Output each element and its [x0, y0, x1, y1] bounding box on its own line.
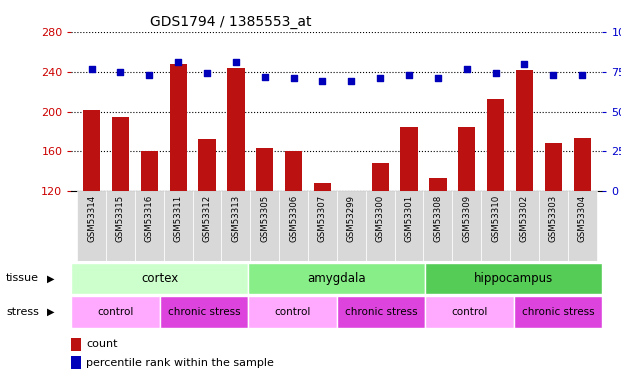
- Text: GSM53314: GSM53314: [87, 195, 96, 242]
- Bar: [71, 262, 248, 294]
- Text: GSM53302: GSM53302: [520, 195, 529, 242]
- Point: [231, 59, 241, 65]
- Bar: [487, 99, 504, 191]
- Bar: [106, 191, 135, 261]
- Point: [462, 66, 472, 72]
- Point: [433, 75, 443, 81]
- Bar: [401, 126, 418, 191]
- Point: [404, 72, 414, 78]
- Text: GSM53316: GSM53316: [145, 195, 154, 242]
- Bar: [222, 191, 250, 261]
- Bar: [314, 183, 331, 191]
- Bar: [452, 191, 481, 261]
- Text: GSM53310: GSM53310: [491, 195, 500, 242]
- Bar: [337, 191, 366, 261]
- Bar: [574, 138, 591, 191]
- Text: GSM53315: GSM53315: [116, 195, 125, 242]
- Bar: [371, 164, 389, 191]
- Point: [289, 75, 299, 81]
- Text: GSM53300: GSM53300: [376, 195, 384, 242]
- Text: GSM53313: GSM53313: [232, 195, 240, 242]
- Bar: [545, 144, 562, 191]
- Bar: [458, 126, 476, 191]
- Point: [202, 70, 212, 76]
- Point: [375, 75, 385, 81]
- Text: ▶: ▶: [47, 273, 54, 284]
- Text: stress: stress: [6, 307, 39, 317]
- Bar: [164, 191, 193, 261]
- Bar: [112, 117, 129, 191]
- Point: [520, 61, 530, 67]
- Text: chronic stress: chronic stress: [522, 307, 594, 317]
- Bar: [394, 191, 424, 261]
- Bar: [227, 68, 245, 191]
- Bar: [248, 262, 425, 294]
- Bar: [71, 356, 81, 369]
- Bar: [71, 338, 81, 351]
- Text: GSM53301: GSM53301: [404, 195, 414, 242]
- Bar: [285, 152, 302, 191]
- Point: [144, 72, 154, 78]
- Bar: [250, 191, 279, 261]
- Text: cortex: cortex: [142, 272, 178, 285]
- Bar: [160, 296, 248, 328]
- Bar: [77, 191, 106, 261]
- Point: [548, 72, 558, 78]
- Bar: [71, 296, 160, 328]
- Text: GSM53304: GSM53304: [578, 195, 587, 242]
- Bar: [170, 64, 187, 191]
- Bar: [510, 191, 539, 261]
- Bar: [248, 296, 337, 328]
- Point: [116, 69, 125, 75]
- Text: count: count: [86, 339, 117, 349]
- Bar: [539, 191, 568, 261]
- Text: control: control: [97, 307, 134, 317]
- Text: GSM53299: GSM53299: [347, 195, 356, 242]
- Bar: [337, 296, 425, 328]
- Bar: [568, 191, 597, 261]
- Point: [317, 78, 327, 84]
- Text: chronic stress: chronic stress: [168, 307, 240, 317]
- Text: GSM53311: GSM53311: [174, 195, 183, 242]
- Bar: [135, 191, 164, 261]
- Bar: [308, 191, 337, 261]
- Text: GSM53309: GSM53309: [462, 195, 471, 242]
- Text: chronic stress: chronic stress: [345, 307, 417, 317]
- Text: GSM53306: GSM53306: [289, 195, 298, 242]
- Point: [347, 78, 356, 84]
- Text: hippocampus: hippocampus: [474, 272, 553, 285]
- Bar: [514, 296, 602, 328]
- Point: [173, 59, 183, 65]
- Text: ▶: ▶: [47, 307, 54, 317]
- Text: GSM53307: GSM53307: [318, 195, 327, 242]
- Bar: [193, 191, 222, 261]
- Bar: [343, 191, 360, 193]
- Text: GSM53308: GSM53308: [433, 195, 442, 242]
- Text: GSM53303: GSM53303: [549, 195, 558, 242]
- Point: [577, 72, 587, 78]
- Bar: [279, 191, 308, 261]
- Text: control: control: [451, 307, 488, 317]
- Bar: [516, 70, 533, 191]
- Text: control: control: [274, 307, 311, 317]
- Text: GSM53305: GSM53305: [260, 195, 270, 242]
- Bar: [198, 140, 215, 191]
- Bar: [83, 110, 100, 191]
- Point: [87, 66, 97, 72]
- Bar: [425, 296, 514, 328]
- Text: percentile rank within the sample: percentile rank within the sample: [86, 358, 274, 368]
- Bar: [429, 178, 446, 191]
- Bar: [366, 191, 394, 261]
- Bar: [425, 262, 602, 294]
- Text: GSM53312: GSM53312: [202, 195, 212, 242]
- Point: [260, 74, 270, 80]
- Bar: [256, 148, 273, 191]
- Text: amygdala: amygdala: [307, 272, 366, 285]
- Text: GDS1794 / 1385553_at: GDS1794 / 1385553_at: [150, 15, 312, 29]
- Point: [491, 70, 501, 76]
- Bar: [141, 152, 158, 191]
- Text: tissue: tissue: [6, 273, 39, 284]
- Bar: [424, 191, 452, 261]
- Bar: [481, 191, 510, 261]
